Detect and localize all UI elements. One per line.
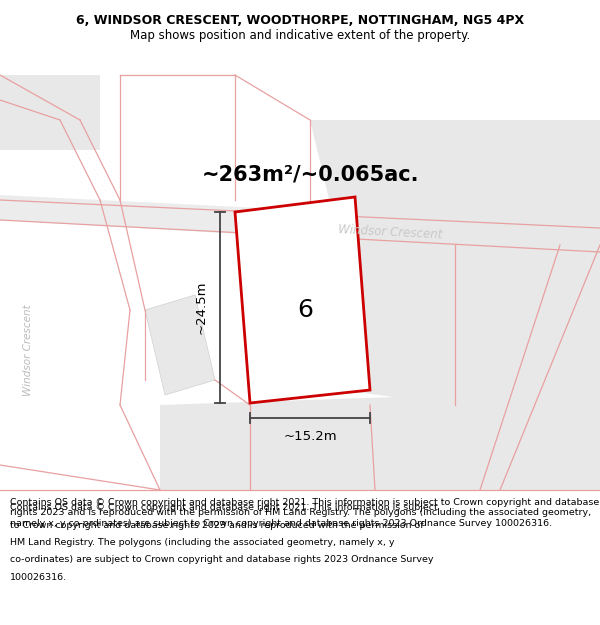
Text: 100026316.: 100026316.: [10, 573, 67, 582]
Polygon shape: [235, 197, 370, 403]
Text: HM Land Registry. The polygons (including the associated geometry, namely x, y: HM Land Registry. The polygons (includin…: [10, 538, 395, 547]
Text: ~263m²/~0.065ac.: ~263m²/~0.065ac.: [201, 165, 419, 185]
Polygon shape: [145, 295, 215, 395]
Text: Windsor Crescent: Windsor Crescent: [338, 222, 442, 241]
Text: 6, WINDSOR CRESCENT, WOODTHORPE, NOTTINGHAM, NG5 4PX: 6, WINDSOR CRESCENT, WOODTHORPE, NOTTING…: [76, 14, 524, 26]
Text: co-ordinates) are subject to Crown copyright and database rights 2023 Ordnance S: co-ordinates) are subject to Crown copyr…: [10, 556, 433, 564]
Text: 6: 6: [297, 298, 313, 322]
Polygon shape: [160, 390, 600, 490]
Text: ~15.2m: ~15.2m: [283, 430, 337, 443]
Polygon shape: [340, 245, 600, 405]
Polygon shape: [0, 195, 600, 255]
Text: Windsor Crescent: Windsor Crescent: [23, 304, 33, 396]
Text: Contains OS data © Crown copyright and database right 2021. This information is : Contains OS data © Crown copyright and d…: [10, 503, 438, 512]
Text: Contains OS data © Crown copyright and database right 2021. This information is : Contains OS data © Crown copyright and d…: [10, 498, 599, 528]
Bar: [0, 55, 600, 490]
Polygon shape: [0, 75, 100, 150]
Text: Map shows position and indicative extent of the property.: Map shows position and indicative extent…: [130, 29, 470, 41]
Polygon shape: [310, 120, 600, 245]
Text: ~24.5m: ~24.5m: [195, 281, 208, 334]
Text: to Crown copyright and database rights 2023 and is reproduced with the permissio: to Crown copyright and database rights 2…: [10, 521, 424, 529]
